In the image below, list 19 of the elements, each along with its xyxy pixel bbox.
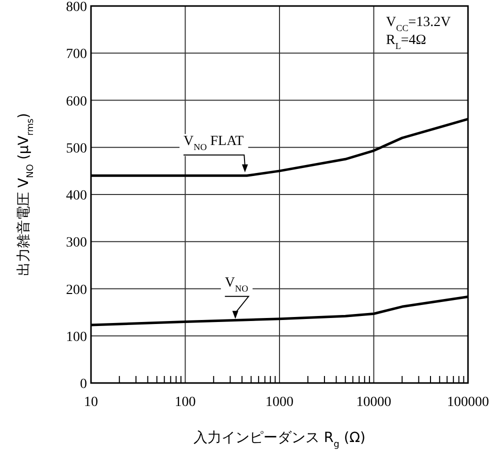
x-tick-label: 10000 (356, 395, 392, 410)
x-tick-label: 1000 (266, 395, 294, 410)
annotation: R$_{L}$=4Ω (386, 33, 426, 51)
series-label: V$_{NO}$ (224, 275, 249, 294)
x-tick-label: 100000 (447, 395, 489, 410)
x-axis-title: 入力インピーダンス R$_{g}$ (Ω) (193, 430, 366, 450)
y-tick-label: 700 (66, 47, 87, 62)
y-tick-label: 300 (66, 236, 87, 251)
y-tick-label: 500 (66, 141, 87, 156)
y-tick-label: 400 (66, 188, 87, 204)
y-tick-label: 0 (80, 377, 87, 392)
annotation: V$_{CC}$=13.2V (386, 15, 451, 33)
y-tick-label: 800 (66, 0, 87, 15)
y-tick-label: 600 (66, 94, 87, 110)
series-label: V$_{NO}$ FLAT (184, 134, 244, 152)
x-tick-label: 100 (174, 395, 196, 410)
x-tick-label: 10 (84, 395, 98, 410)
y-tick-label: 100 (66, 330, 87, 345)
y-tick-label: 200 (66, 282, 87, 298)
